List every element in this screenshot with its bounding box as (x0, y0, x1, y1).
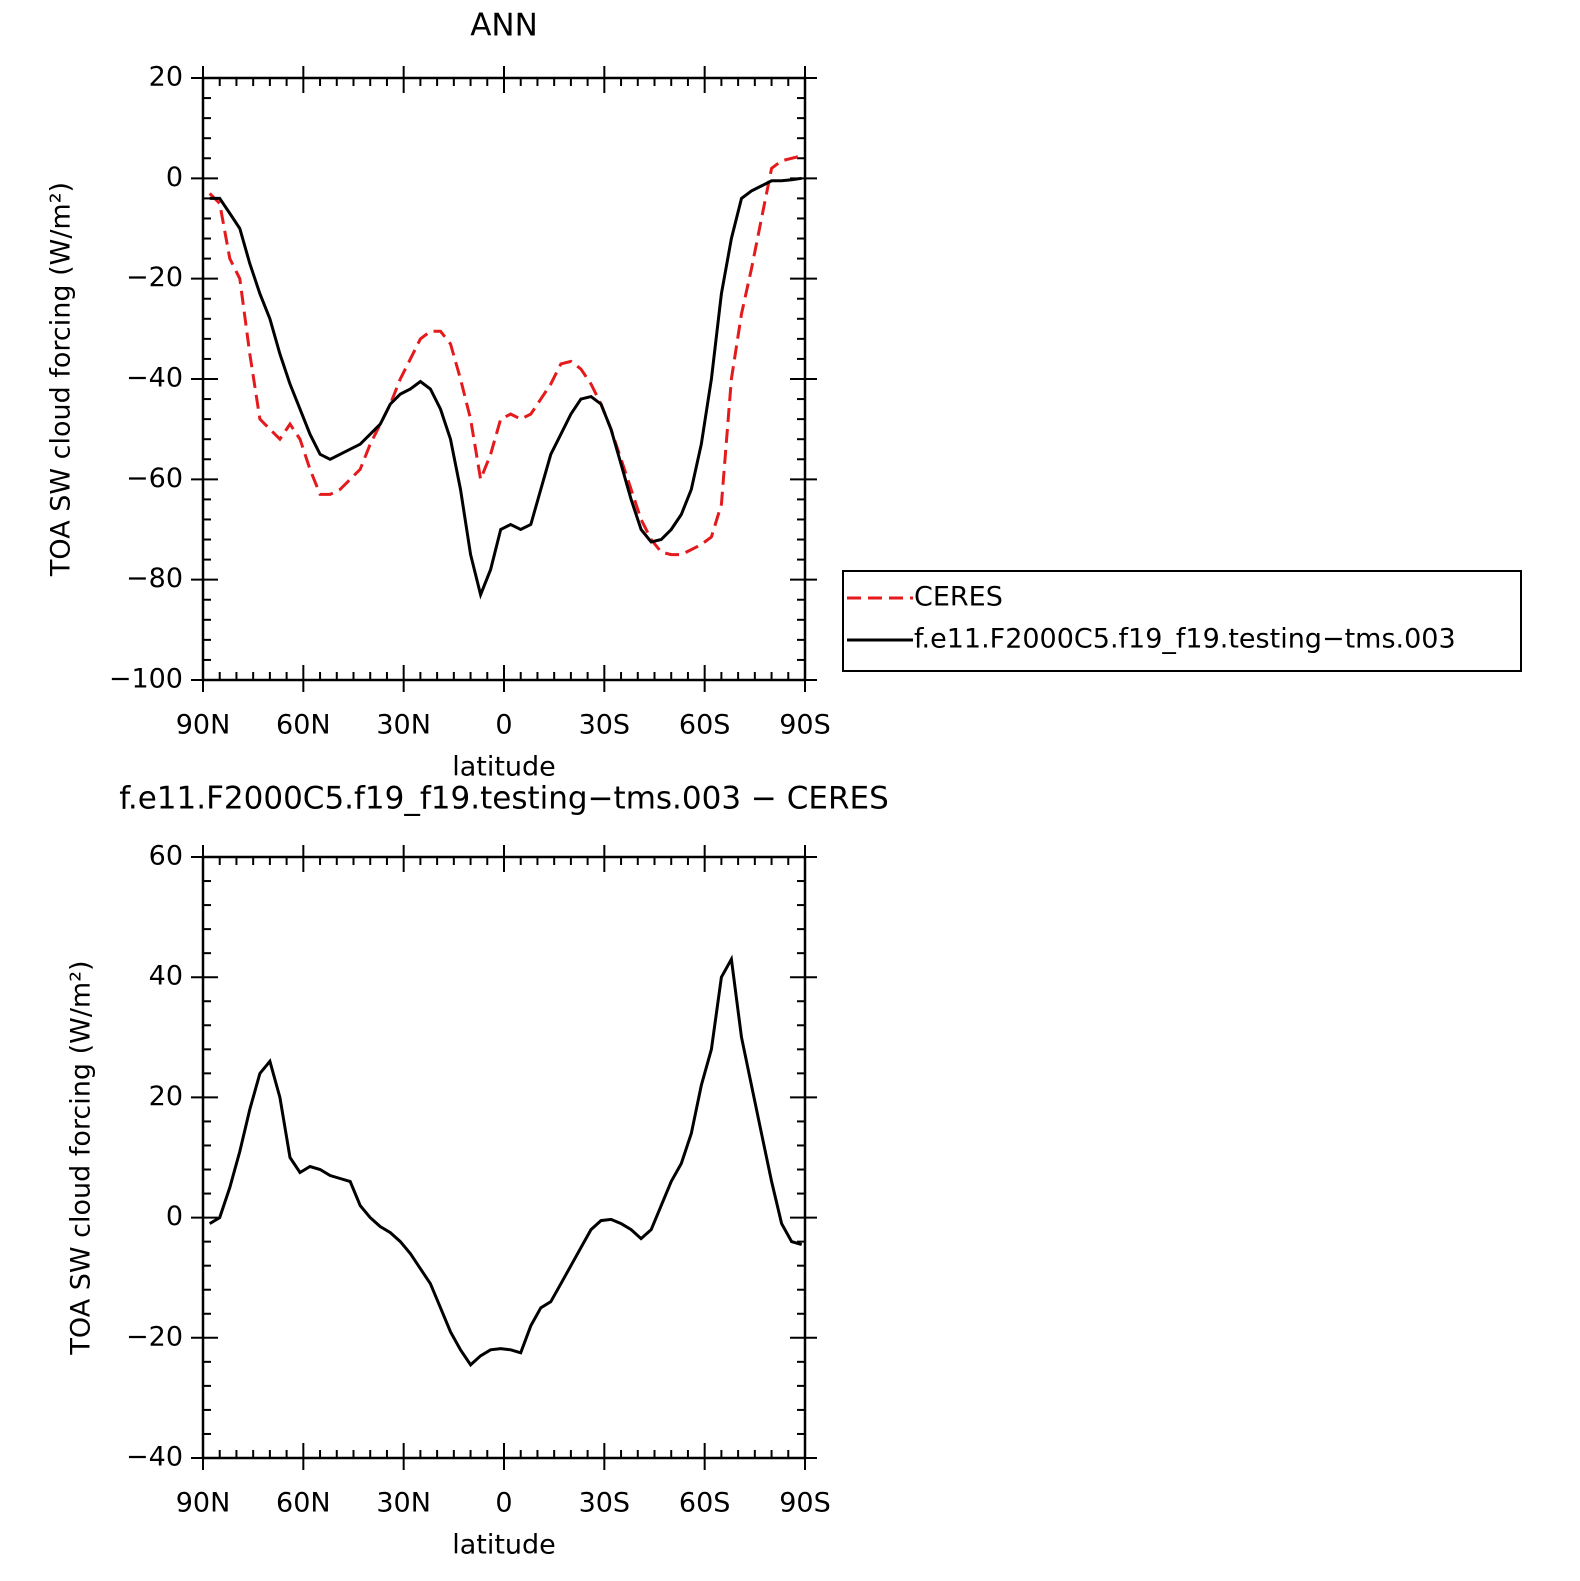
series-line (208, 154, 803, 557)
y-tick-label: 40 (149, 961, 183, 992)
y-tick-label: −20 (126, 262, 183, 293)
x-tick-label: 60S (679, 710, 731, 741)
x-axis-label: latitude (452, 1530, 556, 1561)
x-tick-label: 0 (495, 710, 512, 741)
y-tick-label: −80 (126, 563, 183, 594)
x-tick-label: 30N (376, 710, 431, 741)
legend-box (842, 570, 1522, 672)
x-axis-label: latitude (452, 752, 556, 783)
x-tick-label: 60N (276, 1488, 331, 1519)
y-tick-label: 20 (149, 62, 183, 93)
y-tick-label: −60 (126, 463, 183, 494)
y-axis-label: TOA SW cloud forcing (W/m²) (66, 960, 97, 1355)
chart-title: f.e11.F2000C5.f19_f19.testing−tms.003 − … (119, 781, 889, 817)
y-tick-label: −40 (126, 363, 183, 394)
y-tick-label: −40 (126, 1442, 183, 1473)
plot-frame (201, 76, 807, 682)
x-tick-label: 60S (679, 1488, 731, 1519)
series-line (209, 176, 802, 600)
x-tick-label: 90N (176, 1488, 231, 1519)
legend-label: f.e11.F2000C5.f19_f19.testing−tms.003 (914, 624, 1456, 655)
y-tick-label: −20 (126, 1321, 183, 1352)
x-tick-label: 60N (276, 710, 331, 741)
x-tick-label: 30S (579, 1488, 631, 1519)
x-tick-label: 30S (579, 710, 631, 741)
series-line (208, 954, 803, 1368)
y-tick-label: 20 (149, 1081, 183, 1112)
x-tick-label: 90S (779, 710, 831, 741)
chart-title: ANN (470, 8, 538, 44)
y-tick-label: 60 (149, 841, 183, 872)
y-tick-label: 0 (166, 162, 183, 193)
x-tick-label: 0 (495, 1488, 512, 1519)
x-tick-label: 90N (176, 710, 231, 741)
x-tick-label: 90S (779, 1488, 831, 1519)
legend-label: CERES (914, 582, 1003, 613)
plot-frame (201, 855, 807, 1460)
y-tick-label: 0 (166, 1201, 183, 1232)
y-axis-label: TOA SW cloud forcing (W/m²) (46, 182, 77, 577)
y-tick-label: −100 (109, 664, 183, 695)
x-tick-label: 30N (376, 1488, 431, 1519)
